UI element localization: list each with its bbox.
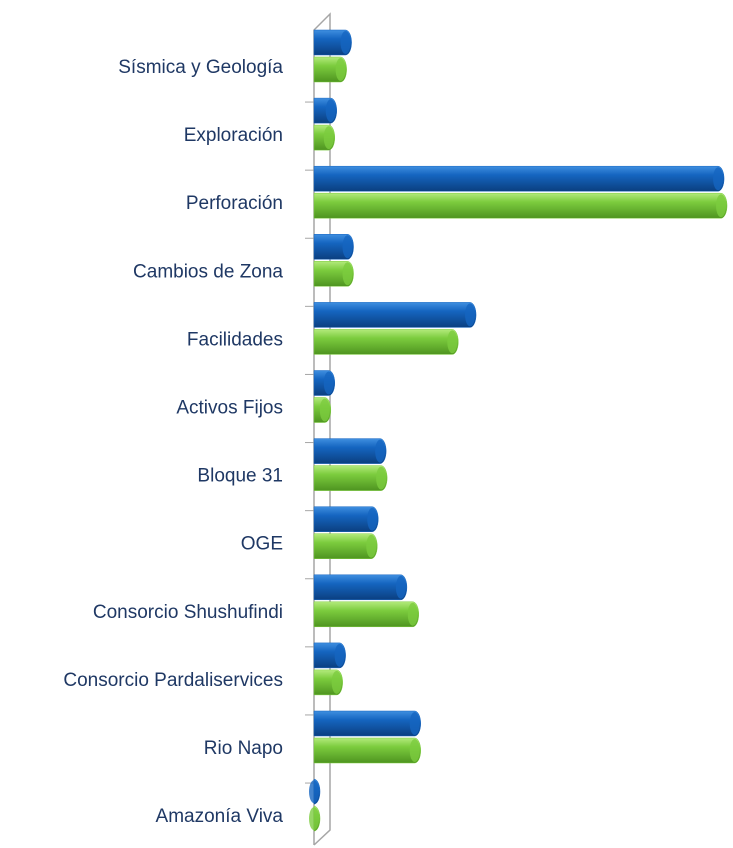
y-tick-label: Sísmica y Geología <box>118 57 283 78</box>
bar <box>313 710 421 737</box>
y-tick-label: Rio Napo <box>204 738 283 759</box>
bar-cap <box>366 534 377 558</box>
y-tick-label: Facilidades <box>187 329 283 350</box>
bar-cap <box>409 739 420 762</box>
bar-cap <box>335 58 346 81</box>
y-tick-label: Activos Fijos <box>176 398 283 419</box>
y-tick-label: Cambios de Zona <box>133 261 283 282</box>
y-tick-label: OGE <box>241 534 283 555</box>
bar-cap <box>407 602 418 626</box>
bar <box>313 165 725 192</box>
bar-cap <box>309 807 319 831</box>
bar <box>313 533 378 559</box>
bar-cap <box>409 712 420 735</box>
bar-cap <box>340 31 351 54</box>
bar-cap <box>323 371 334 395</box>
bar-cap <box>375 439 386 463</box>
bar-cap <box>325 99 336 123</box>
bar-cap <box>367 507 378 531</box>
y-tick-label: Exploración <box>184 125 283 146</box>
bar-cap <box>376 466 387 490</box>
y-tick-label: Perforación <box>186 193 283 214</box>
bar <box>313 192 728 219</box>
y-tick-label: Bloque 31 <box>197 466 283 487</box>
bar-cap <box>331 670 342 694</box>
bar-cap <box>716 194 727 218</box>
bar-cap <box>395 575 406 599</box>
y-tick-label: Consorcio Shushufindi <box>93 602 283 623</box>
bar-cap <box>319 398 330 422</box>
bar-cap <box>342 235 353 259</box>
bar <box>313 302 477 328</box>
bar <box>313 506 379 532</box>
bar-cap <box>713 167 724 191</box>
bar-cap <box>342 262 353 286</box>
y-tick-label: Consorcio Pardaliservices <box>63 670 283 691</box>
bar-cap <box>334 643 345 667</box>
bar <box>313 465 388 491</box>
bar-cap <box>465 303 476 327</box>
bar <box>313 601 419 628</box>
bar-cap <box>309 780 319 804</box>
axis-wall <box>313 12 331 846</box>
bar <box>313 574 408 601</box>
bar <box>313 737 421 764</box>
bar-cap <box>447 330 458 354</box>
y-tick-label: Amazonía Viva <box>156 806 284 827</box>
bar <box>313 329 459 355</box>
bar <box>313 438 387 464</box>
bar-cap <box>323 126 334 150</box>
